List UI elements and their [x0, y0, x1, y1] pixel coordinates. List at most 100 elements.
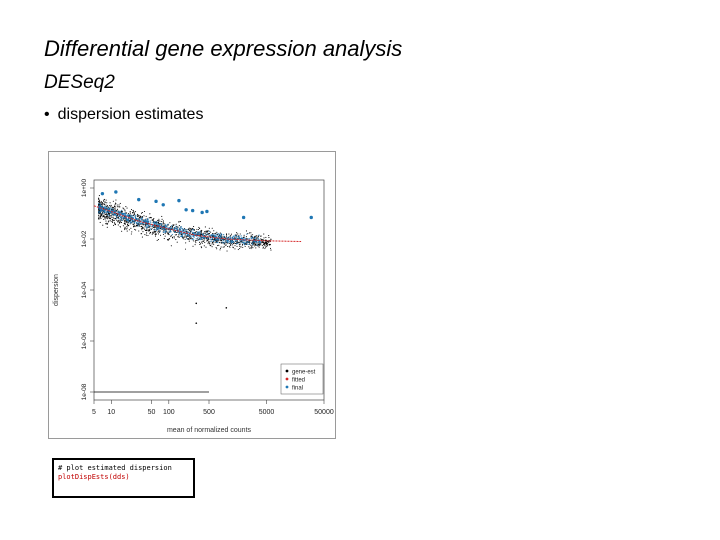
gene-est-point: [233, 242, 235, 244]
final-point: [221, 238, 223, 241]
gene-est-point: [150, 216, 152, 219]
gene-est-point: [175, 223, 177, 225]
final-outlier-point: [114, 190, 118, 194]
gene-est-point: [113, 217, 115, 219]
gene-est-point: [107, 216, 109, 218]
gene-est-point: [269, 247, 272, 249]
gene-est-point: [258, 246, 260, 248]
final-point: [144, 220, 146, 222]
gene-est-point: [112, 221, 114, 223]
final-point: [197, 239, 200, 241]
gene-est-point: [125, 206, 127, 208]
slide-subtitle: DESeq2: [44, 72, 115, 93]
final-point: [181, 234, 183, 237]
gene-est-point: [218, 235, 221, 237]
gene-est-point: [255, 244, 257, 246]
gene-est-point: [117, 217, 119, 219]
final-point: [211, 237, 214, 239]
final-point: [128, 215, 130, 217]
gene-est-point: [185, 236, 187, 238]
gene-est-point: [123, 208, 125, 210]
final-point: [210, 240, 212, 243]
gene-est-point: [168, 234, 170, 236]
final-point: [109, 208, 111, 211]
final-point: [137, 218, 140, 220]
gene-est-point: [256, 237, 258, 239]
gene-est-point: [140, 233, 142, 235]
gene-est-point: [178, 225, 180, 227]
gene-est-point: [105, 217, 107, 219]
final-point: [113, 214, 116, 216]
gene-est-point: [201, 247, 203, 249]
gene-est-point: [188, 237, 191, 239]
final-outlier-point: [200, 210, 204, 215]
gene-est-point: [149, 233, 151, 235]
gene-est-point: [152, 218, 154, 220]
final-point: [186, 237, 188, 240]
gene-est-point: [98, 215, 100, 217]
final-outlier-point: [190, 208, 195, 213]
final-point: [207, 234, 210, 236]
gene-est-point: [107, 218, 109, 220]
gene-est-point: [200, 232, 202, 234]
gene-est-point: [129, 223, 131, 225]
gene-est-point: [239, 247, 241, 250]
gene-est-point: [177, 229, 179, 231]
final-point: [192, 229, 195, 231]
gene-est-point: [263, 237, 265, 239]
final-point: [227, 240, 230, 242]
gene-est-point: [270, 249, 272, 251]
final-point: [142, 222, 144, 225]
gene-est-point: [203, 245, 205, 247]
gene-est-point: [191, 238, 193, 240]
gene-est-point: [207, 243, 209, 245]
gene-est-point: [147, 230, 149, 232]
final-point: [98, 202, 100, 205]
gene-est-point: [237, 233, 239, 235]
final-point: [182, 230, 184, 232]
gene-est-point: [154, 231, 156, 233]
final-point: [105, 211, 107, 214]
final-point: [134, 214, 137, 217]
final-point: [114, 213, 117, 215]
gene-est-point: [141, 226, 143, 228]
gene-est-point: [185, 242, 187, 244]
gene-est-point: [229, 235, 231, 237]
final-point: [117, 211, 119, 213]
final-point: [258, 240, 260, 243]
gene-est-point: [120, 221, 122, 223]
final-point: [149, 225, 152, 227]
final-point: [193, 236, 195, 238]
gene-est-point: [130, 209, 133, 211]
gene-est-point: [222, 246, 224, 248]
legend-marker: [285, 377, 289, 381]
final-point: [251, 243, 254, 246]
gene-est-point: [144, 226, 146, 228]
final-point: [254, 237, 256, 240]
gene-est-point: [102, 224, 104, 226]
gene-est-point: [247, 232, 249, 235]
y-tick-label: 1e-04: [81, 281, 88, 298]
gene-est-point: [119, 220, 121, 222]
gene-est-point: [228, 233, 230, 235]
gene-est-point: [213, 233, 215, 235]
final-point: [139, 223, 141, 225]
gene-est-point: [104, 202, 106, 204]
gene-est-point: [141, 229, 143, 231]
final-point: [165, 230, 167, 232]
gene-est-point: [116, 216, 118, 218]
gene-est-point: [124, 226, 126, 228]
gene-est-point: [173, 230, 175, 232]
final-point: [150, 222, 152, 224]
gene-est-point: [144, 225, 146, 227]
final-outlier-point: [137, 197, 141, 202]
gene-est-point: [124, 221, 126, 223]
final-point: [206, 232, 209, 234]
gene-est-point: [156, 239, 158, 241]
final-point: [159, 230, 161, 233]
final-outlier-point: [184, 208, 188, 212]
gene-est-point: [263, 242, 265, 244]
gene-est-point: [116, 204, 118, 206]
gene-est-point: [114, 206, 116, 208]
gene-est-point: [213, 230, 215, 232]
